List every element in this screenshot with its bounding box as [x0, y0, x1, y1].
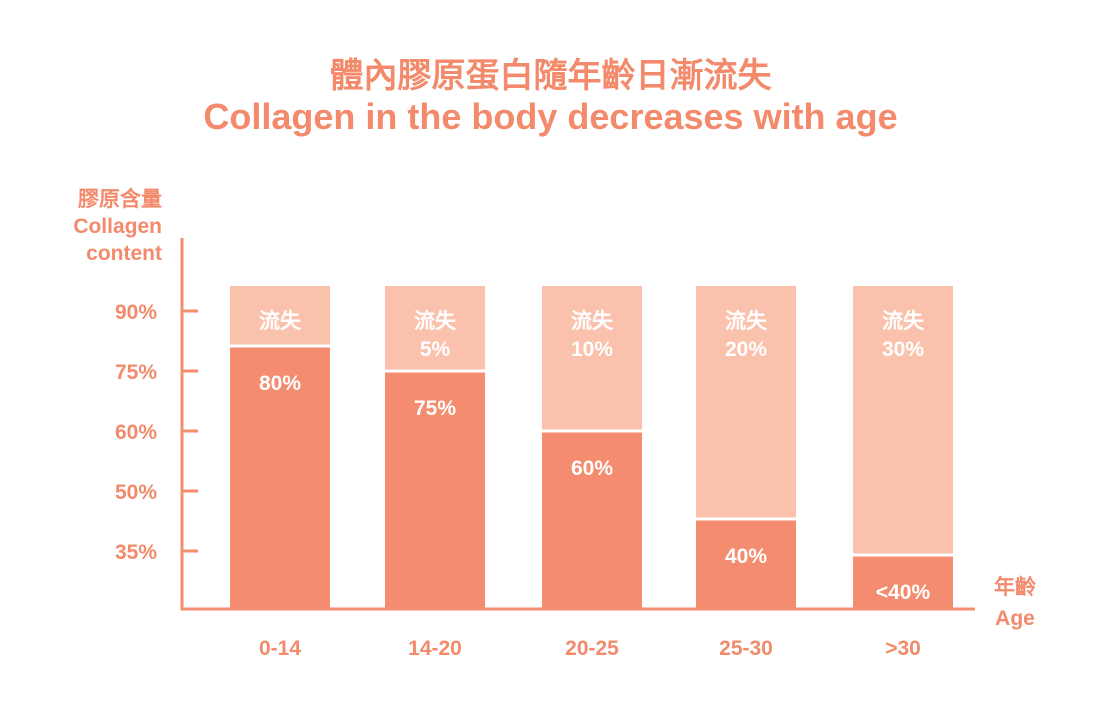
bar-content: [696, 520, 796, 609]
chart-title: 體內膠原蛋白隨年齡日漸流失: [329, 57, 772, 95]
x-axis-label-zh: 年齡: [994, 576, 1036, 599]
y-axis-label-en-1: Collagen: [73, 215, 162, 238]
bar-content: [853, 556, 953, 609]
x-tick-label: 14-20: [408, 637, 462, 660]
y-tick-label: 35%: [115, 541, 157, 564]
bar-loss-label: 流失: [571, 309, 614, 333]
bar-loss: [696, 286, 796, 518]
bar-content: [230, 347, 330, 609]
bar-content-label: 40%: [725, 545, 767, 568]
bar-loss-label: 流失: [414, 309, 457, 333]
y-axis-label: 膠原含量 Collagen content: [40, 186, 162, 267]
bar-loss-label: 流失: [259, 309, 302, 333]
bar-loss-label: 30%: [882, 338, 924, 361]
bar-loss-label: 10%: [571, 338, 613, 361]
bar-content-label: 80%: [259, 372, 301, 395]
y-axis-label-zh: 膠原含量: [78, 188, 162, 211]
chart-subtitle: Collagen in the body decreases with age: [203, 96, 898, 137]
bar-content-label: 75%: [414, 397, 456, 420]
bar-content: [542, 432, 642, 609]
x-tick-label: 25-30: [719, 637, 773, 660]
x-tick-label: 0-14: [259, 637, 301, 660]
y-axis-label-en-2: content: [86, 242, 162, 265]
bar-loss-label: 5%: [420, 338, 451, 361]
y-tick-label: 75%: [115, 361, 157, 384]
x-tick-label: 20-25: [565, 637, 619, 660]
bar-loss: [230, 286, 330, 345]
bar-loss: [542, 286, 642, 430]
bar-content-label: <40%: [876, 581, 931, 604]
x-tick-label: >30: [885, 637, 921, 660]
bar-loss-label: 流失: [882, 309, 925, 333]
bar-loss: [385, 286, 485, 370]
x-axis-label-en: Age: [995, 607, 1035, 630]
bar-content: [385, 372, 485, 609]
bar-content-label: 60%: [571, 457, 613, 480]
x-axis-label: 年齡 Age: [985, 572, 1045, 634]
bar-loss: [853, 286, 953, 554]
bar-loss-label: 20%: [725, 338, 767, 361]
y-tick-label: 90%: [115, 301, 157, 324]
bar-loss-label: 流失: [725, 309, 768, 333]
y-tick-label: 50%: [115, 481, 157, 504]
y-tick-label: 60%: [115, 421, 157, 444]
